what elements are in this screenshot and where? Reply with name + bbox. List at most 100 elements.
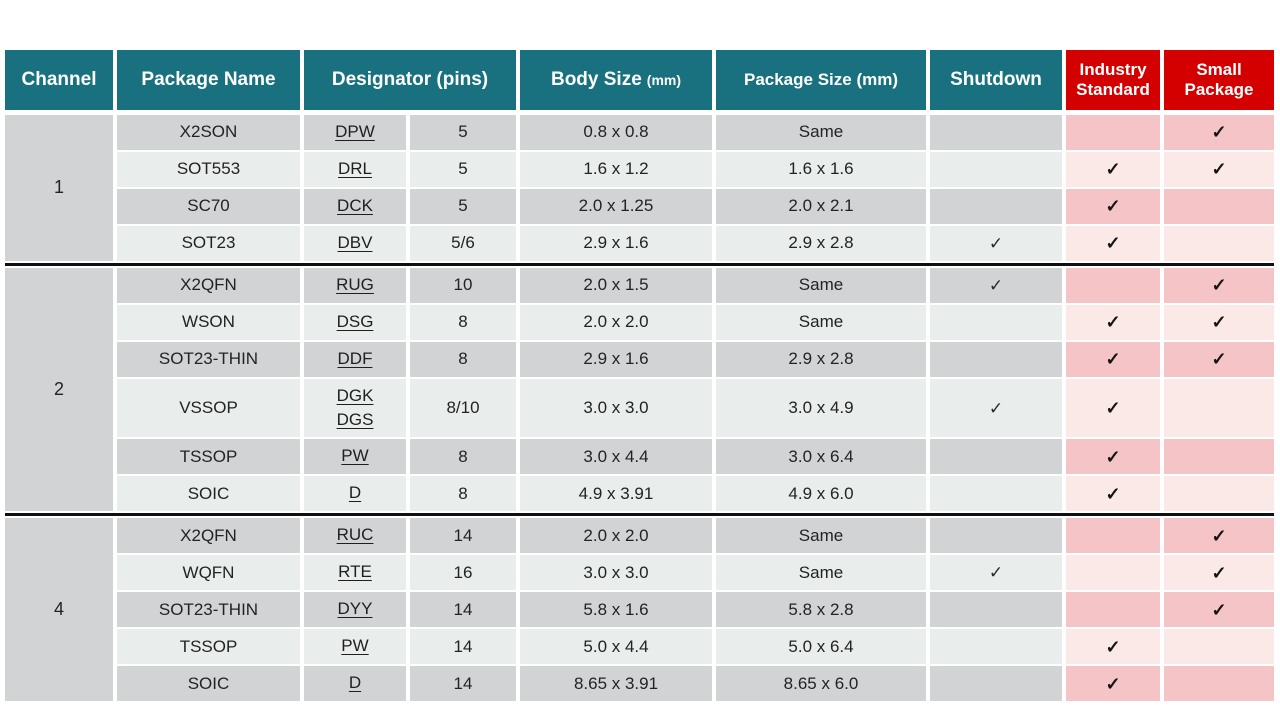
designator-cell: DBV (304, 225, 406, 261)
shutdown-cell (930, 151, 1062, 187)
shutdown-cell (930, 666, 1062, 701)
check-icon: ✓ (1211, 599, 1227, 620)
small-package-cell: ✓ (1164, 518, 1274, 554)
shutdown-cell (930, 341, 1062, 377)
package-size-cell: 4.9 x 6.0 (716, 476, 926, 512)
designator-stack: DGK DGS (333, 381, 378, 436)
body-size-cell: 3.0 x 3.0 (520, 555, 712, 591)
check-icon: ✓ (1105, 349, 1121, 370)
package-size-cell: 2.9 x 2.8 (716, 341, 926, 377)
designator-link[interactable]: DRL (337, 158, 372, 178)
check-icon: ✓ (1211, 349, 1227, 370)
group-separator (5, 262, 1274, 266)
designator-stack: DSG (333, 307, 378, 338)
designator-link[interactable]: RUC (336, 525, 374, 545)
pin-count-cell: 14 (410, 592, 516, 628)
package-name-cell: TSSOP (117, 439, 300, 475)
designator-link[interactable]: DPW (335, 122, 375, 141)
package-name-cell: X2SON (117, 115, 300, 150)
designator-link[interactable]: DYY (337, 599, 373, 619)
package-name-cell: SOT23 (117, 225, 300, 261)
pin-count-cell: 14 (410, 666, 516, 701)
designator-cell: RTE (304, 555, 406, 591)
industry-standard-cell (1066, 555, 1160, 591)
check-icon: ✓ (1105, 673, 1121, 694)
package-name-cell: WSON (117, 304, 300, 340)
pin-count-cell: 10 (410, 267, 516, 303)
shutdown-cell (930, 304, 1062, 340)
designator-cell: DPW (304, 115, 406, 150)
pin-count-cell: 5 (410, 151, 516, 187)
pin-count-cell: 8 (410, 304, 516, 340)
group-separator (5, 513, 1274, 517)
industry-standard-cell: ✓ (1066, 439, 1160, 475)
check-icon: ✓ (1211, 312, 1227, 333)
designator-cell: DYY (304, 592, 406, 628)
pin-count-cell: 8 (410, 341, 516, 377)
designator-link[interactable]: RTE (338, 562, 372, 582)
designator-cell: DDF (304, 341, 406, 377)
body-size-cell: 8.65 x 3.91 (520, 666, 712, 701)
designator-stack: D (345, 668, 365, 699)
pin-count-cell: 5 (410, 115, 516, 150)
small-package-cell (1164, 378, 1274, 438)
designator-link[interactable]: DBV (337, 232, 373, 252)
body-size-cell: 0.8 x 0.8 (520, 115, 712, 150)
industry-standard-cell (1066, 115, 1160, 150)
check-icon: ✓ (1105, 446, 1121, 467)
package-size-cell: Same (716, 115, 926, 150)
designator-link[interactable]: D (348, 673, 362, 693)
designator-link[interactable]: DSG (336, 311, 374, 331)
shutdown-cell (930, 592, 1062, 628)
check-icon: ✓ (1105, 483, 1121, 504)
body-size-cell: 4.9 x 3.91 (520, 476, 712, 512)
designator-stack: DDF (334, 344, 377, 375)
industry-standard-cell (1066, 518, 1160, 554)
small-package-cell: ✓ (1164, 555, 1274, 591)
pin-count-cell: 5/6 (410, 225, 516, 261)
small-package-cell (1164, 188, 1274, 224)
check-icon: ✓ (1105, 636, 1121, 657)
industry-standard-cell: ✓ (1066, 666, 1160, 701)
small-package-cell (1164, 666, 1274, 701)
body-size-cell: 1.6 x 1.2 (520, 151, 712, 187)
industry-standard-cell (1066, 592, 1160, 628)
designator-link[interactable]: PW (341, 446, 369, 466)
package-size-cell: 1.6 x 1.6 (716, 151, 926, 187)
industry-standard-cell: ✓ (1066, 151, 1160, 187)
check-icon: ✓ (1105, 312, 1121, 333)
pin-count-cell: 8/10 (410, 378, 516, 438)
designator-cell: DSG (304, 304, 406, 340)
check-icon: ✓ (1211, 525, 1227, 546)
designator-link[interactable]: DGS (336, 409, 374, 429)
designator-link[interactable]: RUG (336, 274, 374, 294)
shutdown-cell (930, 439, 1062, 475)
channel-cell: 1 (5, 115, 113, 261)
designator-cell: RUG (304, 267, 406, 303)
designator-link[interactable]: D (348, 483, 362, 503)
industry-standard-cell: ✓ (1066, 341, 1160, 377)
designator-stack: PW (337, 441, 372, 472)
package-size-cell: 5.8 x 2.8 (716, 592, 926, 628)
package-name-cell: WQFN (117, 555, 300, 591)
check-icon: ✓ (1105, 233, 1121, 254)
industry-standard-cell: ✓ (1066, 629, 1160, 665)
col-header-designator-pins: Designator (pins) (304, 50, 516, 110)
body-size-cell: 2.9 x 1.6 (520, 225, 712, 261)
channel-group: 2 X2QFN RUG 10 2.0 x 1.5 Same ✓ ✓ WSON DSG 8 2.0 x … (5, 267, 1274, 512)
designator-stack: RUG (332, 270, 378, 301)
col-header-body-size: Body Size (mm) (520, 50, 712, 110)
designator-link[interactable]: DGK (336, 385, 374, 405)
designator-link[interactable]: DCK (337, 195, 373, 215)
designator-link[interactable]: DDF (337, 348, 373, 368)
package-size-cell: Same (716, 518, 926, 554)
col-header-shutdown: Shutdown (930, 50, 1062, 110)
channel-group: 4 X2QFN RUC 14 2.0 x 2.0 Same ✓ WQFN RTE 16 3.0 x … (5, 518, 1274, 701)
designator-link[interactable]: PW (341, 636, 369, 656)
check-icon: ✓ (1105, 159, 1121, 180)
body-size-cell: 3.0 x 3.0 (520, 378, 712, 438)
body-size-cell: 5.8 x 1.6 (520, 592, 712, 628)
pin-count-cell: 16 (410, 555, 516, 591)
small-package-cell: ✓ (1164, 267, 1274, 303)
small-package-cell (1164, 225, 1274, 261)
